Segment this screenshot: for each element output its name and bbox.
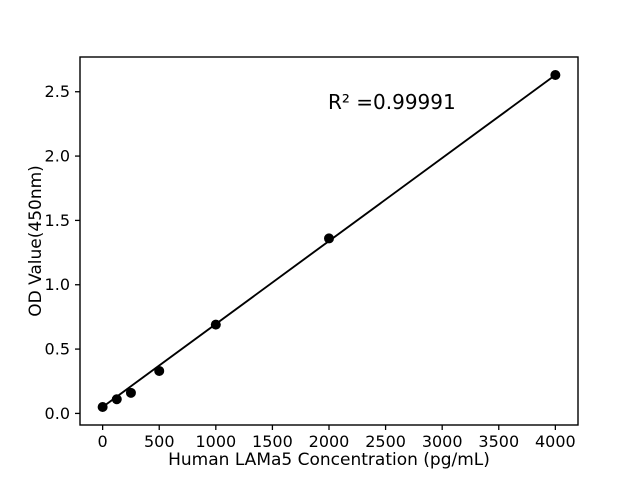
x-tick-label: 2500	[365, 432, 406, 451]
data-point	[550, 70, 561, 81]
x-tick-label: 2000	[309, 432, 350, 451]
data-point	[97, 401, 108, 412]
x-tick-label: 0	[98, 432, 108, 451]
x-tick-label: 3000	[422, 432, 463, 451]
y-tick-label: 0.5	[45, 340, 70, 359]
data-point	[324, 233, 334, 244]
x-tick-label: 1500	[252, 432, 293, 451]
x-axis-label: Human LAMa5 Concentration (pg/mL)	[168, 450, 490, 470]
x-tick-label: 500	[144, 432, 175, 451]
r-squared-annotation: R² =0.99991	[328, 90, 456, 114]
y-tick-label: 0.0	[45, 404, 70, 423]
data-point	[210, 319, 221, 330]
data-point	[125, 387, 136, 398]
y-tick-label: 2.5	[45, 82, 70, 101]
y-tick-label: 1.0	[45, 275, 70, 294]
y-axis-label: OD Value(450nm)	[26, 165, 46, 317]
x-tick-label: 4000	[535, 432, 576, 451]
x-tick-label: 1000	[195, 432, 236, 451]
data-point	[111, 394, 122, 405]
x-tick-label: 3500	[478, 432, 519, 451]
data-point	[154, 365, 165, 376]
y-tick-label: 2.0	[45, 147, 70, 166]
y-tick-label: 1.5	[45, 211, 70, 230]
plot-spines	[79, 56, 579, 426]
